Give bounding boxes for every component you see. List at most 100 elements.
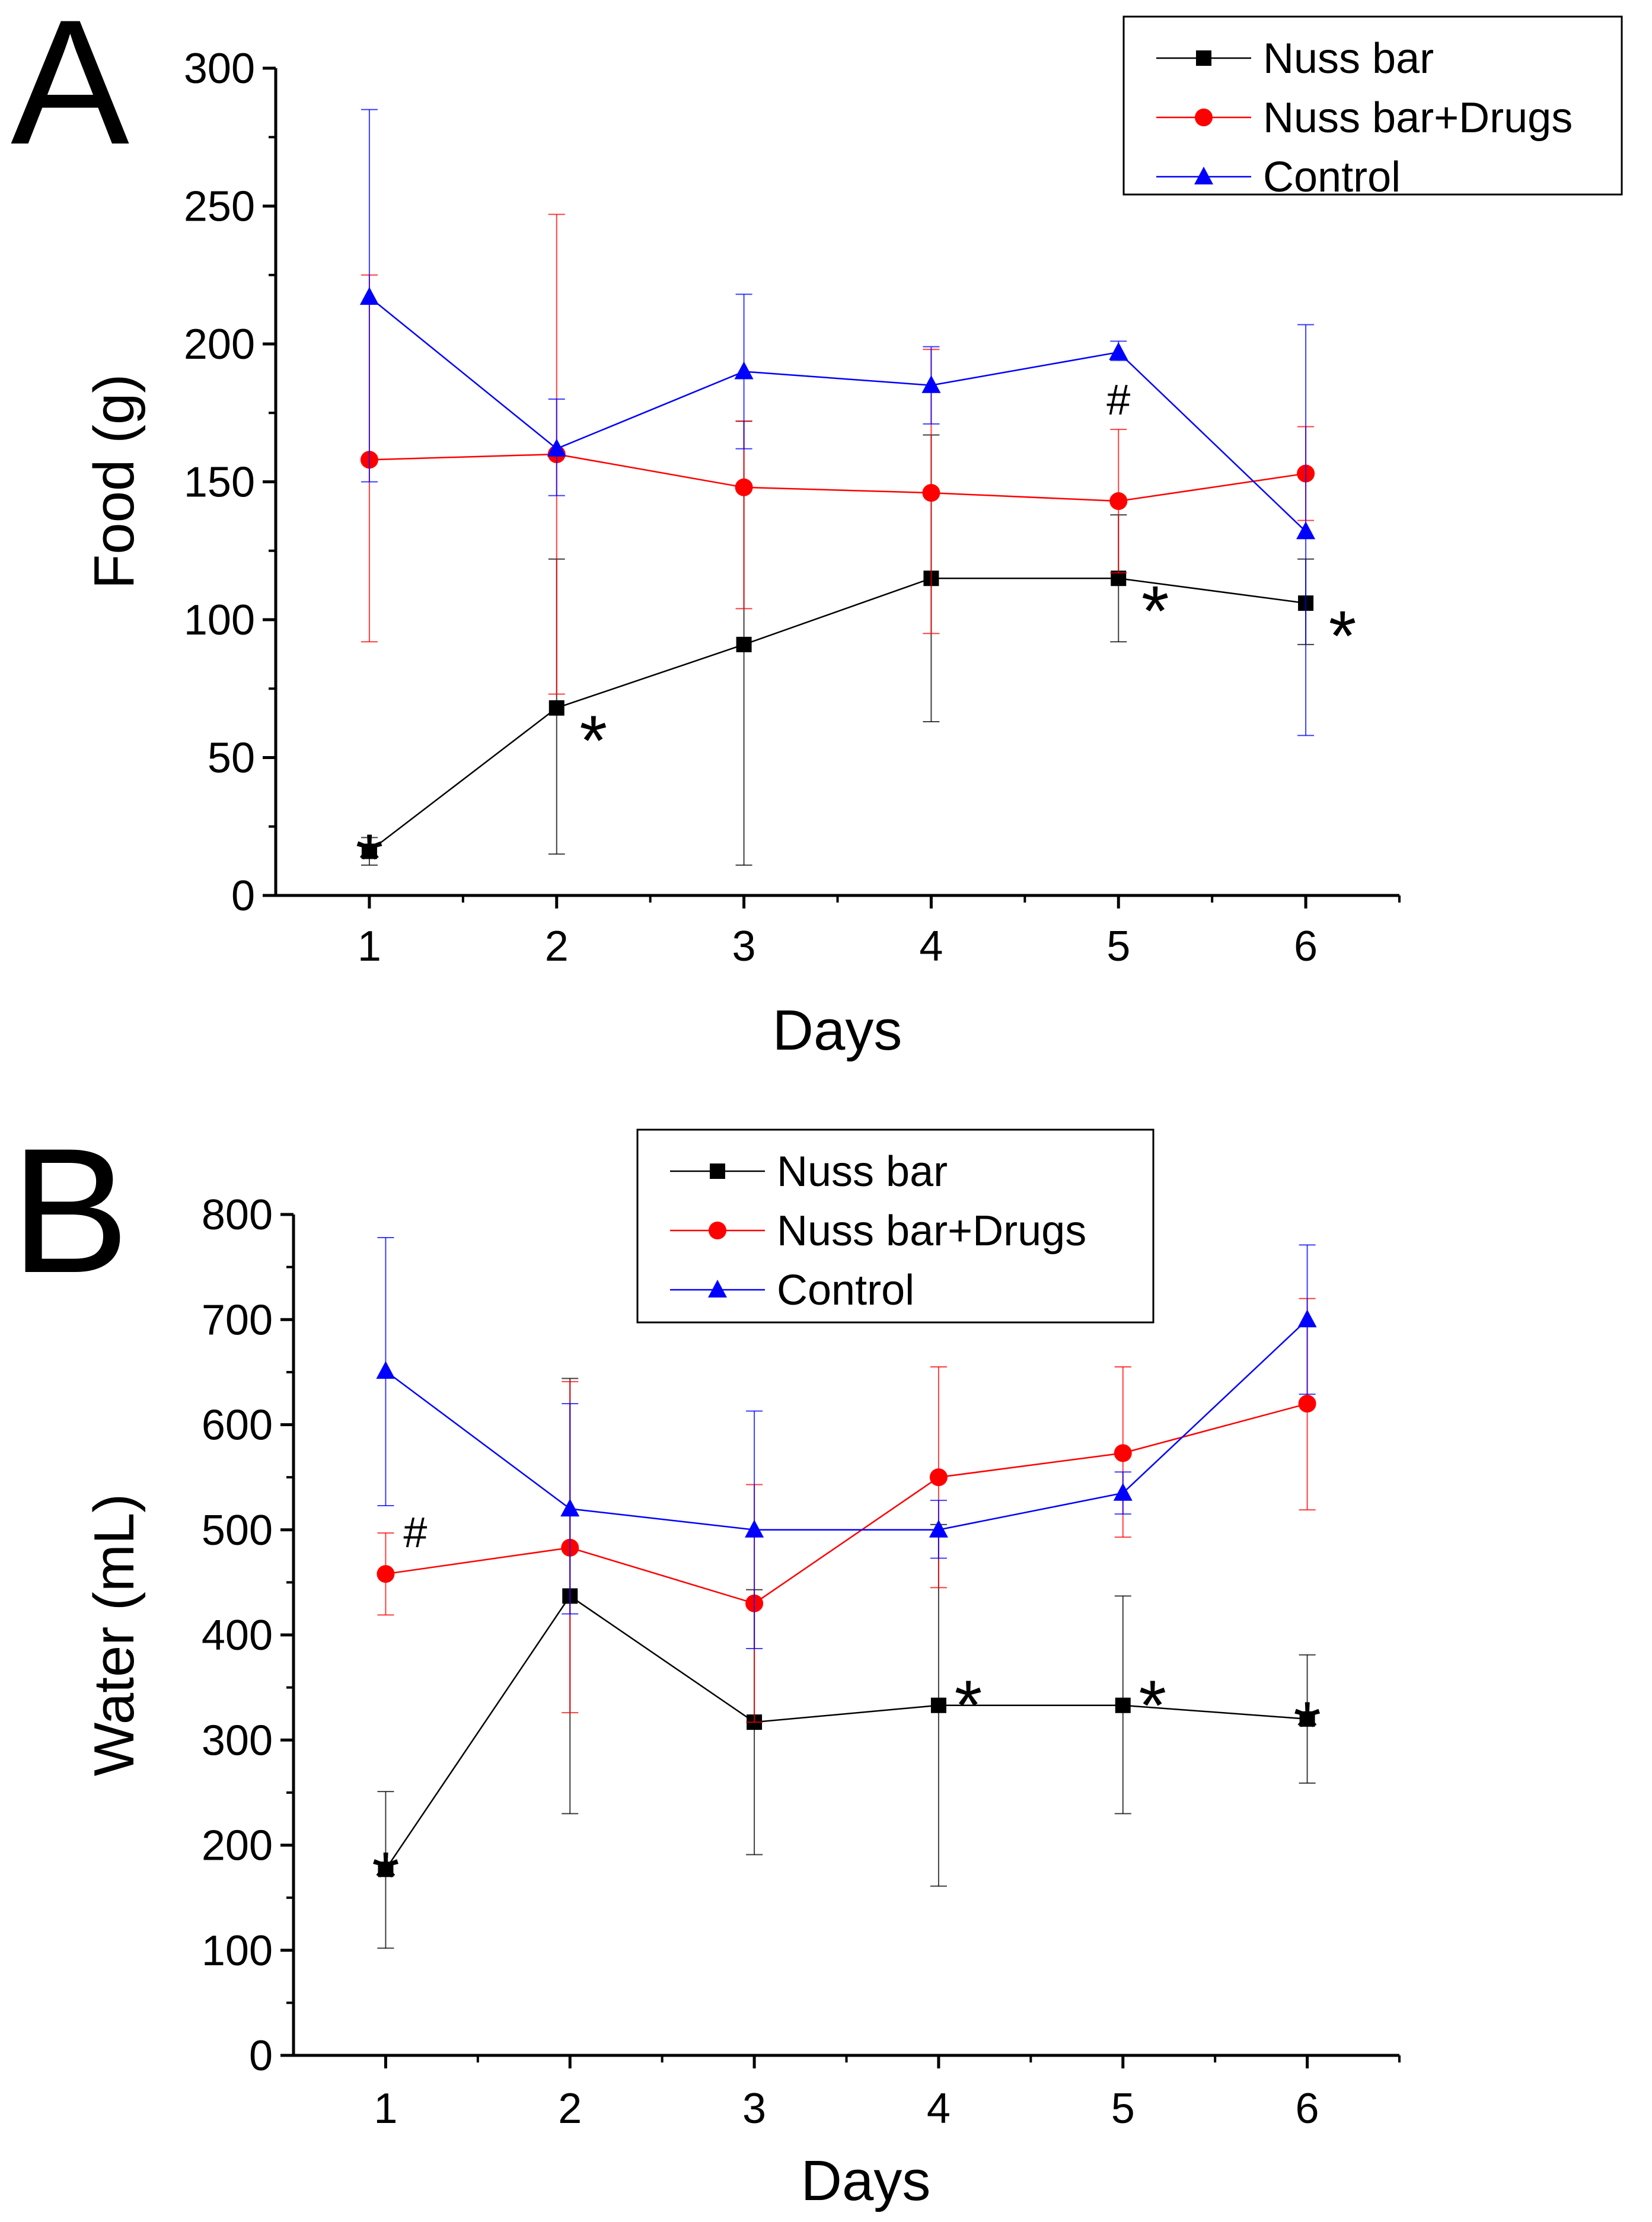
panel-a-y-tick-label: 100 <box>184 597 255 644</box>
panel-b-legend-entry: Nuss bar <box>670 1148 948 1196</box>
panel-b-series-control-point <box>1113 1483 1133 1501</box>
panel-b-x-tick-label: 6 <box>1296 2085 1319 2132</box>
panel-a-series-nuss-bar-drugs-point <box>1109 492 1128 511</box>
panel-a-significance-mark: * <box>356 820 384 899</box>
panel-a-x-axis-title: Days <box>773 999 902 1062</box>
panel-a-series-nuss-bar-drugs-point <box>735 478 753 496</box>
panel-b-y-tick-label: 100 <box>202 1927 273 1975</box>
panel-a-series-control-point <box>921 375 941 393</box>
panel-b-significance-mark: * <box>955 1666 983 1745</box>
panel-b-series-control <box>376 1236 1317 1650</box>
panel-b-x-axis-title: Days <box>801 2149 931 2213</box>
panel-b-series-control-line <box>385 1319 1308 1531</box>
panel-b-x-tick-label: 3 <box>742 2085 766 2132</box>
panel-a-y-tick-label: 300 <box>184 45 255 93</box>
panel-a-series-control <box>359 109 1316 737</box>
panel-b-significance-mark: * <box>1293 1687 1321 1767</box>
panel-a-series-control-point <box>734 361 754 380</box>
panel-b-y-tick-label: 600 <box>202 1402 273 1449</box>
panel-b-x-tick-label: 2 <box>558 2085 582 2132</box>
panel-b-y-tick-label: 500 <box>202 1507 273 1554</box>
panel-b-series-nuss-bar-drugs-point <box>1114 1444 1132 1462</box>
panel-b: B Nuss bar Nuss bar+Drugs Control 0 100 200 3… <box>11 1111 1401 2213</box>
panel-a-legend-entry: Nuss bar <box>1156 35 1434 82</box>
panel-a-x-tick-label: 1 <box>358 923 381 970</box>
panel-b-legend-label: Control <box>777 1267 914 1314</box>
panel-a-legend-label: Nuss bar <box>1263 35 1434 82</box>
panel-b-series-control-point <box>929 1519 948 1538</box>
panel-a-legend-entry: Nuss bar+Drugs <box>1156 94 1573 142</box>
panel-b-series-control-point <box>745 1519 764 1538</box>
panel-a-letter: A <box>11 0 130 181</box>
panel-a-significance-mark: * <box>579 701 607 780</box>
panel-a-y-tick-label: 250 <box>184 183 255 231</box>
panel-b-legend-label: Nuss bar <box>777 1148 948 1196</box>
panel-a-series-nuss-bar-drugs <box>360 213 1315 695</box>
panel-b-letter: B <box>11 1111 129 1310</box>
panel-a-legend-label: Control <box>1263 154 1401 201</box>
panel-b-legend-entry: Nuss bar+Drugs <box>670 1207 1086 1255</box>
panel-a-significance-mark: * <box>1329 597 1357 676</box>
panel-b-y-tick-label: 400 <box>202 1612 273 1659</box>
legend-b: Nuss bar Nuss bar+Drugs Control <box>636 1128 1155 1324</box>
panel-b-significance-mark: * <box>1138 1666 1166 1745</box>
panel-b-legend-marker <box>708 1280 727 1298</box>
panel-a-series-nuss-bar <box>361 420 1315 866</box>
panel-b-x-tick-label: 5 <box>1111 2085 1135 2132</box>
panel-a-series-control-point <box>1109 342 1128 360</box>
panel-b-series-control-point <box>560 1499 580 1517</box>
panel-b-x-tick-label: 1 <box>374 2085 397 2132</box>
panel-b-series-nuss-bar-drugs-line <box>385 1402 1307 1605</box>
panel-a-series-nuss-bar-drugs-line <box>369 453 1306 502</box>
panel-b-series-nuss-bar-point <box>1115 1697 1131 1713</box>
panel-b-significance-mark: # <box>403 1509 427 1557</box>
legend-a-box <box>1122 15 1623 196</box>
panel-a-legend-entry: Control <box>1156 154 1401 201</box>
panel-b-legend-label: Nuss bar+Drugs <box>777 1207 1086 1255</box>
panel-a-series-control-line <box>369 296 1306 533</box>
panel-b-series-nuss-bar-point <box>930 1697 946 1713</box>
panel-a-significance-mark: # <box>1106 377 1130 424</box>
panel-a-series-control-point <box>1296 521 1316 540</box>
panel-a-series-nuss-bar-drugs-point <box>922 484 940 502</box>
panel-b-y-axis-title: Water (mL) <box>82 1494 146 1776</box>
panel-b-series-nuss-bar-point <box>378 1861 394 1877</box>
panel-a-x-tick-label: 5 <box>1106 923 1130 970</box>
legend-a: Nuss bar Nuss bar+Drugs Control <box>1122 15 1623 201</box>
panel-a-significance-mark: * <box>1141 572 1169 651</box>
panel-b-series-nuss-bar-line <box>385 1595 1307 1870</box>
panel-b-legend-entry: Control <box>670 1267 914 1314</box>
panel-b-x-tick-label: 4 <box>927 2085 951 2132</box>
panel-b-y-tick-label: 800 <box>202 1191 273 1239</box>
panel-b-series-control-point <box>376 1361 396 1379</box>
panel-a-x-tick-label: 6 <box>1294 923 1318 970</box>
panel-a-y-tick-label: 0 <box>231 872 255 920</box>
panel-a-y-tick-label: 50 <box>208 735 255 782</box>
panel-a-legend-marker <box>1194 167 1213 184</box>
panel-a-x-tick-label: 4 <box>919 923 943 970</box>
panel-a-series-nuss-bar-point <box>548 700 565 716</box>
panel-b-series-nuss-bar-drugs-point <box>377 1565 395 1583</box>
panel-b-series-nuss-bar-drugs <box>377 1298 1316 1723</box>
panel-a-x-tick-label: 3 <box>732 923 756 970</box>
panel-a-legend-label: Nuss bar+Drugs <box>1263 94 1573 142</box>
panel-b-series-nuss-bar-drugs-point <box>929 1468 948 1487</box>
panel-a-x-tick-label: 2 <box>545 923 569 970</box>
panel-b-significance-mark: * <box>372 1838 400 1917</box>
panel-a-y-axis-title: Food (g) <box>82 374 146 589</box>
panel-b-legend-marker <box>709 1222 726 1239</box>
panel-a-y-tick-label: 200 <box>184 321 255 368</box>
panel-b-y-tick-label: 0 <box>249 2032 273 2080</box>
panel-b-legend-marker <box>710 1163 725 1179</box>
panel-a-series-nuss-bar-line <box>369 578 1306 852</box>
panel-a-legend-marker <box>1195 109 1213 126</box>
panel-a-y-tick-label: 150 <box>184 459 255 506</box>
panel-b-y-tick-label: 300 <box>202 1717 273 1764</box>
panel-b-y-tick-label: 700 <box>202 1296 273 1344</box>
panel-a-series-nuss-bar-point <box>736 636 752 652</box>
panel-b-series-nuss-bar-drugs-point <box>1298 1395 1316 1413</box>
panel-a-series-nuss-bar-point <box>361 843 377 859</box>
